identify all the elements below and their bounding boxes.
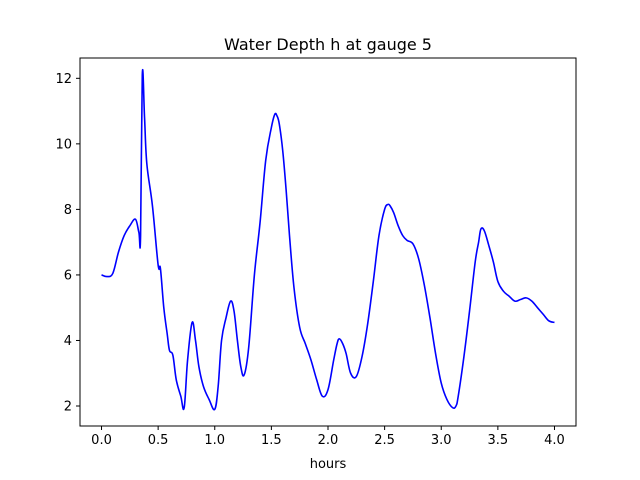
chart-title: Water Depth h at gauge 5 (224, 35, 432, 54)
y-tick-label: 8 (64, 203, 72, 218)
y-tick-label: 4 (64, 334, 72, 349)
x-axis-ticks: 0.0 0.5 1.0 1.5 2.0 2.5 3.0 3.5 4.0 (91, 426, 565, 448)
x-tick-label: 1.0 (204, 433, 225, 448)
x-tick-label: 0.0 (91, 433, 112, 448)
x-tick-label: 2.5 (374, 433, 395, 448)
y-axis-ticks: 2 4 6 8 10 12 (55, 72, 80, 415)
x-axis-label: hours (310, 457, 347, 472)
x-tick-label: 4.0 (544, 433, 565, 448)
y-tick-label: 2 (64, 400, 72, 415)
y-tick-label: 10 (55, 137, 72, 152)
y-tick-label: 12 (55, 72, 72, 87)
x-tick-label: 1.5 (261, 433, 282, 448)
plot-area (101, 68, 555, 411)
x-tick-label: 2.0 (318, 433, 339, 448)
x-tick-label: 0.5 (148, 433, 169, 448)
x-tick-label: 3.0 (431, 433, 452, 448)
x-tick-label: 3.5 (488, 433, 509, 448)
series-line-1 (101, 68, 555, 411)
y-tick-label: 6 (64, 268, 72, 283)
axes-frame (79, 57, 577, 427)
